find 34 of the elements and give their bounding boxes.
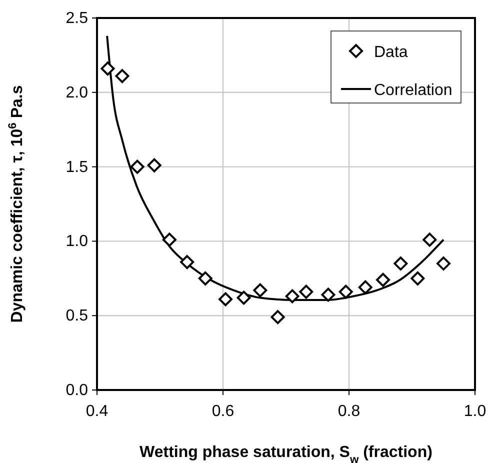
point [376,272,390,287]
y-tick-label: 2.5 [66,10,88,27]
point [147,158,162,172]
y-tick-label: 1.0 [66,233,88,250]
x-tick-label: 0.4 [86,403,108,420]
point [358,280,372,294]
x-tick-label: 1.0 [464,403,486,420]
point [410,271,425,286]
point [394,256,408,271]
legend-label: Correlation [374,82,452,99]
y-tick-label: 2.0 [66,84,88,102]
point [270,310,285,324]
x-tick-label: 0.6 [212,403,234,420]
legend-label: Data [374,44,408,61]
point [218,292,233,306]
point [198,271,212,286]
point [422,232,437,247]
x-tick-label: 0.8 [338,403,360,420]
y-tick-label: 0.5 [66,308,88,325]
point [115,69,130,84]
point [321,288,336,302]
point [436,256,450,271]
point [130,160,144,174]
point [253,283,268,298]
point [100,62,115,76]
point [285,289,300,304]
x-axis-title: Wetting phase saturation, S$_{w}$ (fraction) [140,444,432,463]
y-tick-label: 1.5 [66,158,88,176]
point [338,284,353,299]
y-tick-label: 0.0 [66,382,88,399]
point [236,290,251,305]
point [180,255,194,270]
point [162,232,176,247]
point [299,284,314,299]
